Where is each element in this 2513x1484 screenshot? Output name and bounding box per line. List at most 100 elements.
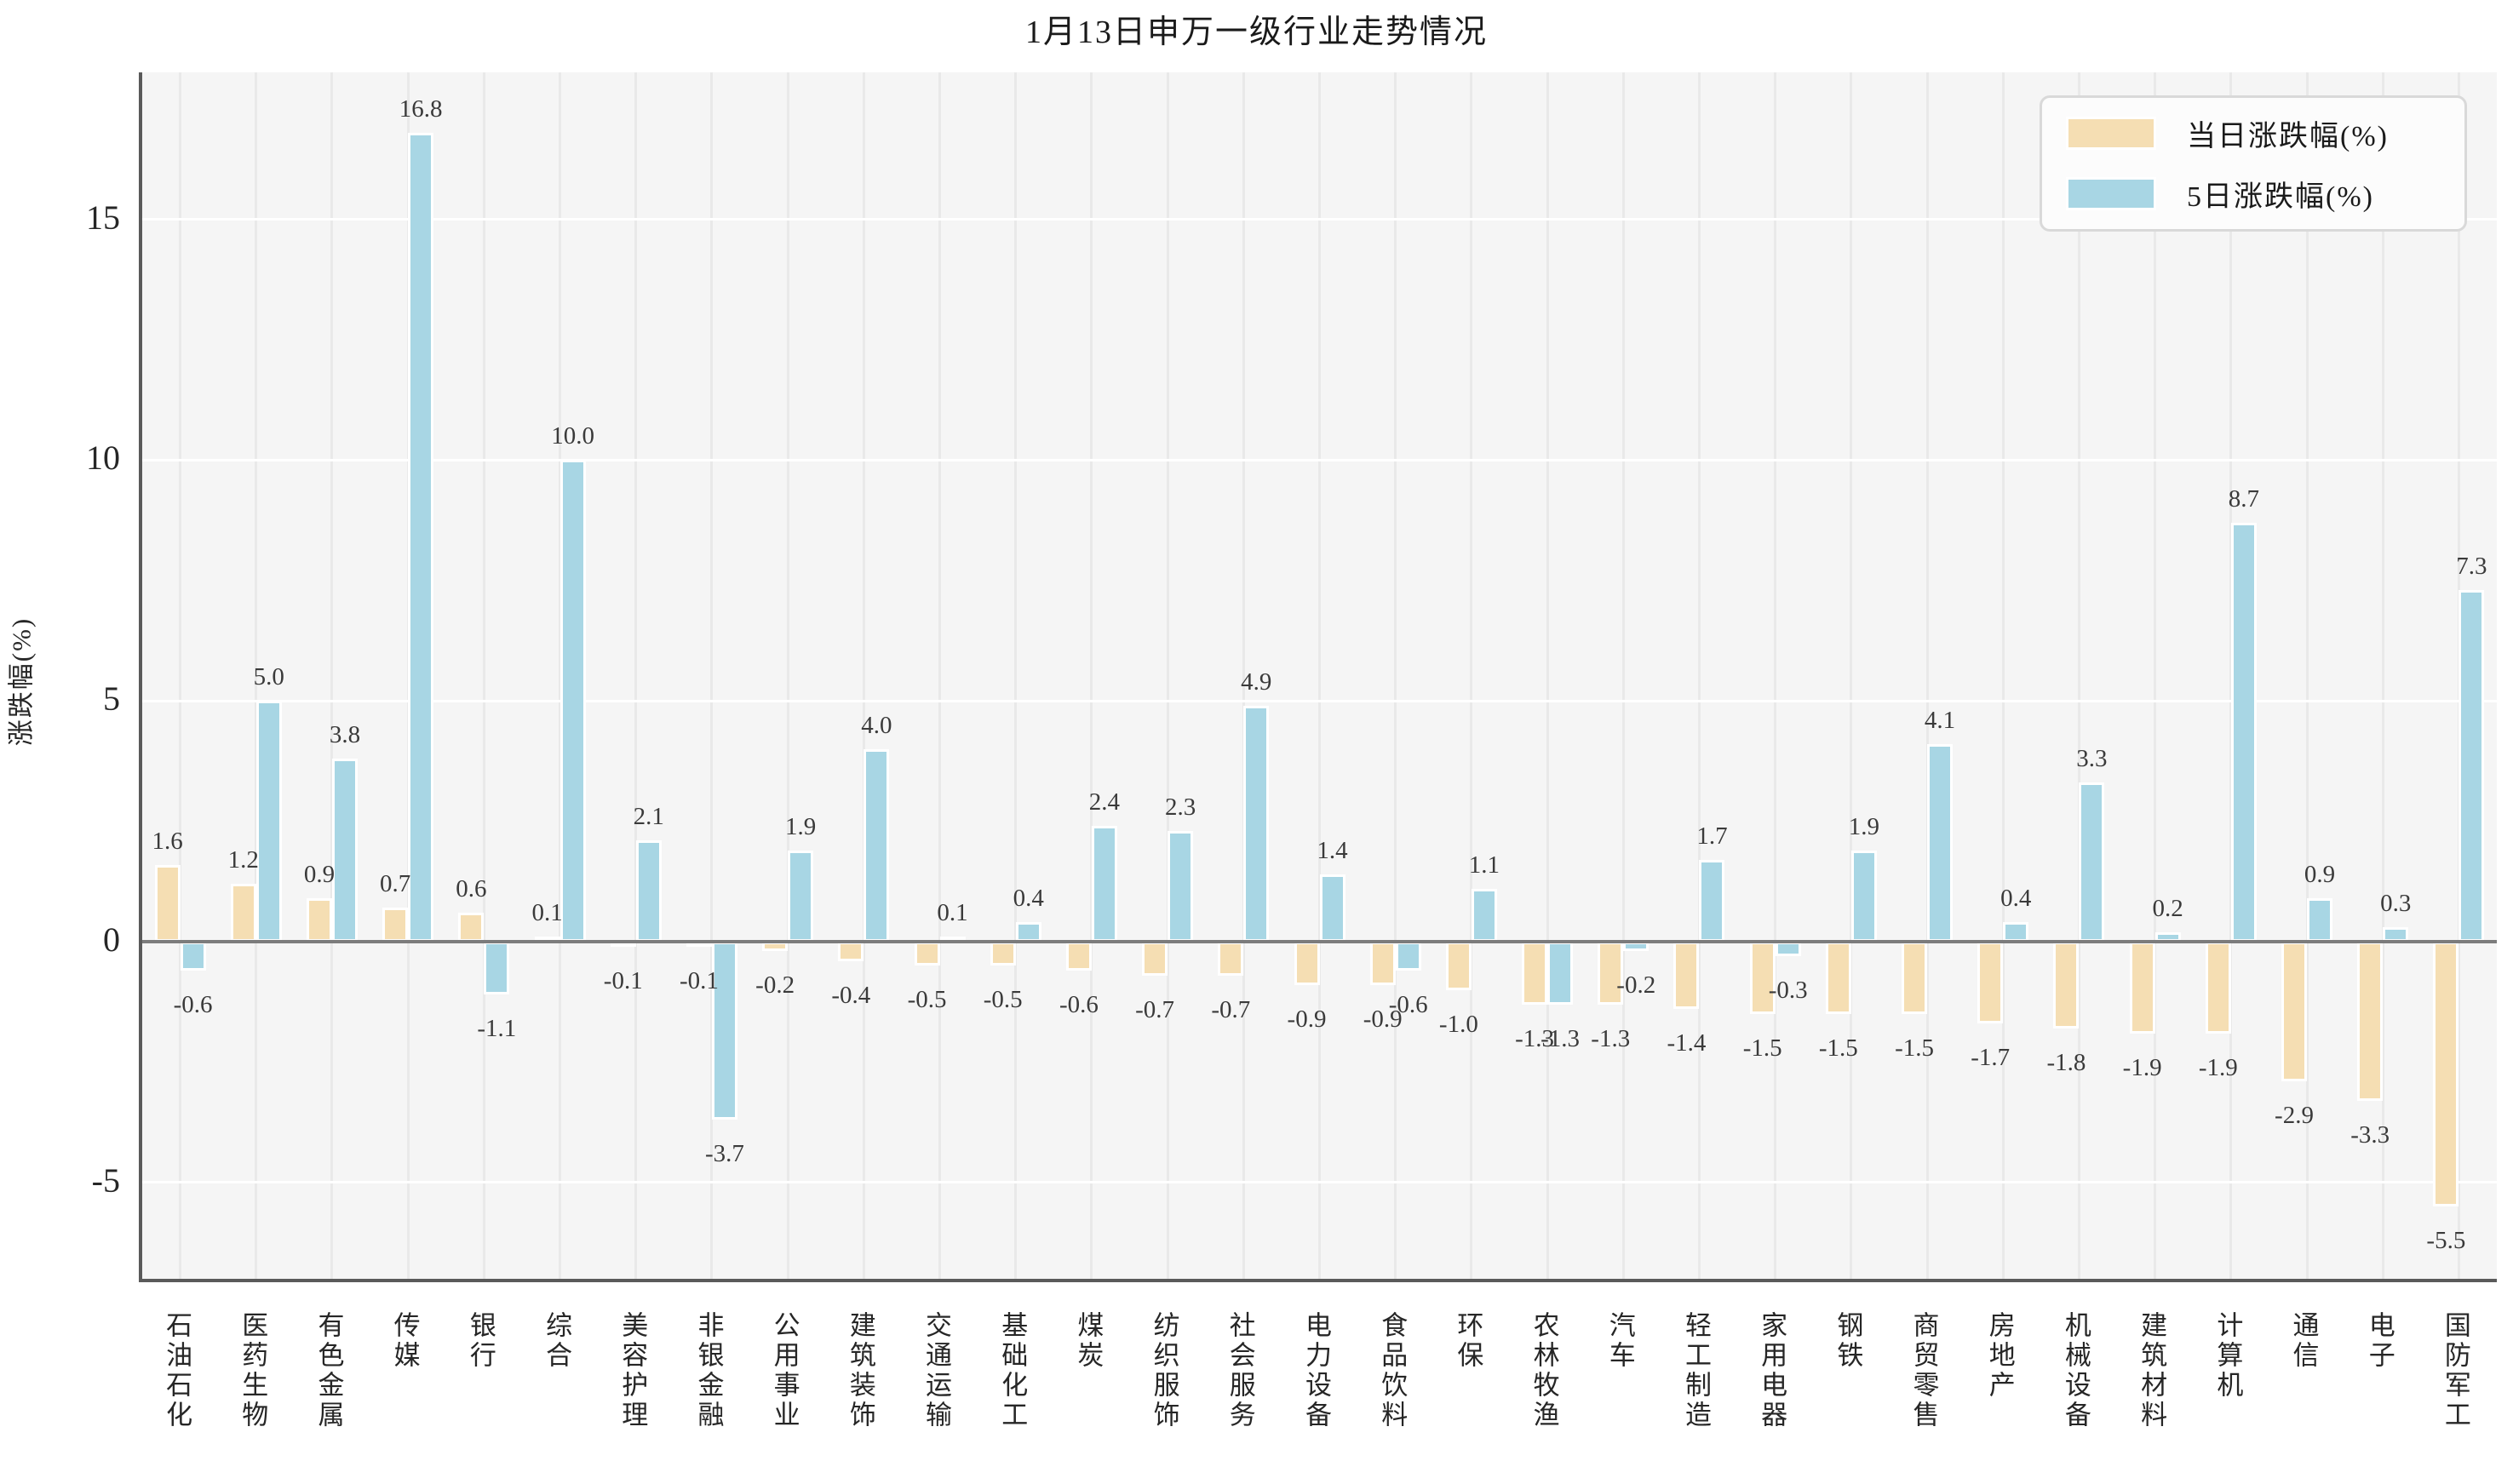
- bar-value-label: 0.9: [303, 861, 336, 889]
- y-tick-label: 5: [103, 679, 120, 719]
- bar-value-label: -1.3: [1591, 1024, 1631, 1052]
- gridline-horizontal: [142, 218, 2497, 221]
- bar-value-label: -1.5: [1742, 1034, 1782, 1062]
- bar-value-label: -0.9: [1287, 1005, 1327, 1033]
- bar-value-label: -1.9: [2198, 1053, 2238, 1081]
- gridline-vertical: [634, 72, 638, 1279]
- gridline-vertical: [1621, 72, 1625, 1279]
- bar-daily: [1142, 942, 1168, 976]
- bar-value-label: 8.7: [2228, 484, 2259, 513]
- gridline-vertical: [862, 72, 865, 1279]
- bar-5day: [331, 759, 358, 943]
- bar-5day: [1699, 859, 1725, 943]
- legend-item: 当日涨跌幅(%): [2066, 112, 2464, 154]
- legend-item: 5日涨跌幅(%): [2066, 173, 2464, 215]
- x-tick-label: 建筑装饰: [845, 1311, 875, 1430]
- gridline-vertical: [1090, 72, 1093, 1279]
- x-tick-label: 电子: [2364, 1311, 2395, 1371]
- bar-daily: [990, 942, 1016, 966]
- y-tick-label: 15: [86, 198, 120, 237]
- gridline-vertical: [2154, 72, 2157, 1279]
- bar-5day: [635, 840, 662, 943]
- bar-value-label: -1.4: [1667, 1029, 1707, 1057]
- legend-label: 当日涨跌幅(%): [2187, 121, 2389, 152]
- x-tick-label: 银行: [465, 1311, 496, 1371]
- bar-daily: [2053, 942, 2080, 1028]
- legend-swatch: [2066, 117, 2156, 150]
- bar-value-label: 4.1: [1924, 707, 1956, 735]
- x-tick-label: 电力设备: [1301, 1311, 1331, 1430]
- bar-5day: [1015, 922, 1041, 943]
- bar-5day: [408, 132, 434, 943]
- bar-value-label: -0.2: [755, 971, 795, 1000]
- x-tick-label: 国防军工: [2440, 1311, 2470, 1430]
- bar-5day: [711, 942, 737, 1120]
- bar-value-label: -1.5: [1895, 1034, 1935, 1062]
- x-tick-label: 社会服务: [1225, 1311, 1255, 1430]
- bar-value-label: 3.8: [329, 721, 361, 749]
- bar-5day: [2230, 522, 2257, 943]
- bar-5day: [484, 942, 510, 995]
- bar-5day: [1850, 850, 1877, 943]
- bar-5day: [255, 701, 282, 943]
- bar-value-label: -3.7: [704, 1140, 744, 1168]
- bar-value-label: 2.4: [1088, 788, 1121, 816]
- gridline-vertical: [1242, 72, 1245, 1279]
- bar-5day: [2307, 898, 2333, 943]
- bar-5day: [1168, 830, 1194, 943]
- gridline-vertical: [2001, 72, 2005, 1279]
- bar-value-label: 2.1: [633, 803, 664, 831]
- plot-area: 1.6 1.2 0.9 0.7 0.6 0.1 -0.1 -0.1 -0.2 -0.4 -0.5 -0…: [139, 72, 2497, 1282]
- gridline-vertical: [1697, 72, 1701, 1279]
- bar-daily: [1065, 942, 1092, 971]
- bar-value-label: -0.6: [173, 990, 213, 1018]
- bar-daily: [1445, 942, 1472, 990]
- bar-value-label: -1.1: [477, 1015, 517, 1043]
- bar-value-label: 0.6: [456, 875, 487, 903]
- bar-value-label: -0.4: [831, 981, 871, 1009]
- x-tick-label: 公用事业: [769, 1311, 800, 1430]
- bar-value-label: 1.1: [1468, 851, 1500, 879]
- bar-value-label: 0.2: [2152, 894, 2183, 922]
- bar-daily: [1977, 942, 2004, 1024]
- bar-value-label: -0.6: [1388, 990, 1428, 1018]
- bar-daily: [1673, 942, 1700, 1010]
- legend-swatch: [2066, 177, 2156, 210]
- gridline-vertical: [1925, 72, 1929, 1279]
- x-tick-label: 房地产: [1984, 1311, 2015, 1401]
- bar-value-label: 0.1: [937, 899, 968, 927]
- bar-value-label: -1.7: [1971, 1044, 2011, 1072]
- bar-daily: [1749, 942, 1776, 1014]
- y-tick-label: 0: [103, 920, 120, 960]
- bar-value-label: 10.0: [551, 422, 594, 450]
- x-tick-label: 汽车: [1604, 1311, 1635, 1371]
- bar-value-label: 0.9: [2304, 861, 2336, 889]
- legend: 当日涨跌幅(%) 5日涨跌幅(%): [2040, 95, 2467, 232]
- bar-value-label: -0.5: [907, 986, 947, 1014]
- x-tick-label: 家用电器: [1757, 1311, 1787, 1430]
- bar-value-label: -1.8: [2046, 1048, 2086, 1076]
- bar-value-label: -0.2: [1616, 971, 1656, 1000]
- gridline-vertical: [2381, 72, 2384, 1279]
- bar-daily: [2281, 942, 2308, 1082]
- zero-axis-line: [142, 940, 2497, 944]
- bar-5day: [559, 460, 586, 943]
- gridline-vertical: [1546, 72, 1549, 1279]
- gridline-vertical: [1014, 72, 1018, 1279]
- bar-5day: [1927, 744, 1954, 943]
- bar-5day: [863, 748, 890, 943]
- bar-value-label: 5.0: [253, 663, 284, 691]
- x-tick-label: 石油石化: [162, 1311, 192, 1430]
- bar-value-label: -1.3: [1541, 1024, 1581, 1052]
- bar-value-label: -1.0: [1438, 1010, 1478, 1038]
- x-tick-label: 轻工制造: [1680, 1311, 1711, 1430]
- x-tick-label: 美容护理: [617, 1311, 648, 1430]
- bar-value-label: -0.1: [679, 966, 719, 994]
- bar-daily: [230, 884, 256, 943]
- x-tick-label: 机械设备: [2060, 1311, 2091, 1430]
- bar-5day: [2003, 922, 2029, 943]
- bar-value-label: -0.3: [1768, 977, 1808, 1004]
- bar-value-label: 0.3: [2380, 890, 2412, 918]
- bar-value-label: -2.9: [2275, 1102, 2314, 1130]
